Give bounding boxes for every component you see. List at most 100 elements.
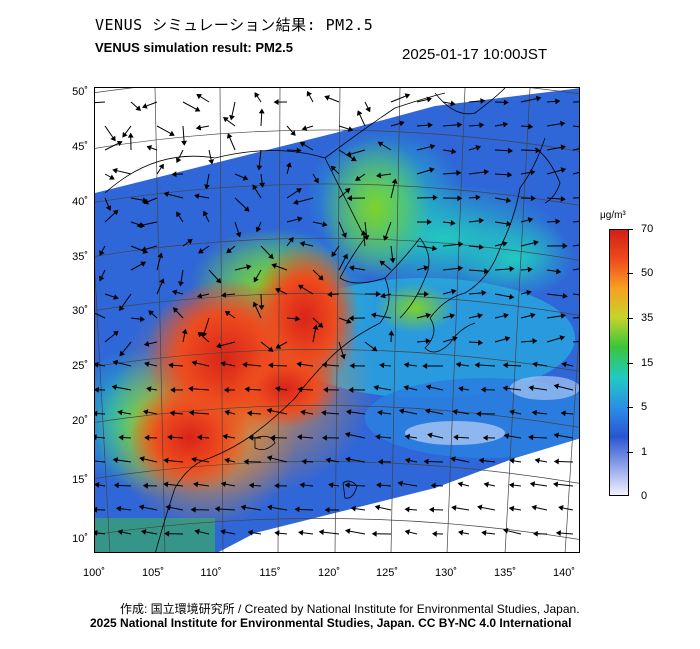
wind-arrow-head <box>297 284 304 291</box>
wind-arrow-head <box>481 289 487 296</box>
wind-arrow-head <box>109 174 115 180</box>
wind-arrow-head <box>194 106 201 112</box>
wind-arrow-head <box>377 141 384 147</box>
wind-arrow-head <box>331 251 337 258</box>
wind-arrow-head <box>142 482 148 489</box>
wind-arrow-head <box>215 342 222 349</box>
wind-arrow-head <box>95 434 97 441</box>
wind-arrow-head <box>558 505 564 511</box>
wind-arrow-head <box>222 433 228 440</box>
wind-arrow-head <box>341 232 347 239</box>
wind-arrow-head <box>221 292 227 298</box>
wind-arrow-head <box>196 292 203 299</box>
wind-arrow-head <box>560 196 566 202</box>
wind-arrow-head <box>346 318 352 324</box>
wind-arrow-head <box>347 195 352 202</box>
wind-arrow-head <box>167 434 173 441</box>
wind-arrow-head <box>317 322 324 328</box>
wind-arrow-head <box>176 157 182 163</box>
wind-arrow-head <box>453 434 459 441</box>
wind-arrow-head <box>246 264 252 270</box>
wind-arrow-head <box>172 307 179 313</box>
wind-arrow-head <box>484 268 490 275</box>
wind-arrow-head <box>242 175 249 181</box>
wind-arrow-head <box>243 458 249 465</box>
wind-arrow-head <box>526 289 532 296</box>
wind-arrow-head <box>110 135 116 142</box>
wind-arrow-head <box>181 328 188 335</box>
wind-arrow-head <box>201 331 208 338</box>
wind-arrow-head <box>267 504 273 511</box>
wind-arrow-head <box>422 363 428 369</box>
wind-arrow-head <box>244 386 250 393</box>
wind-arrow-head <box>427 219 432 225</box>
wind-arrow-head <box>533 240 539 246</box>
license-text: 2025 National Institute for Environmenta… <box>90 616 572 630</box>
wind-arrow-head <box>342 253 348 260</box>
wind-arrow-head <box>529 481 536 488</box>
wind-arrow-head <box>118 434 124 441</box>
wind-arrow-head <box>301 125 308 132</box>
wind-arrow-head <box>377 409 383 416</box>
wind-arrow-head <box>95 530 98 536</box>
wind-arrow-head <box>508 505 515 512</box>
wind-arrow-shaft <box>572 125 579 128</box>
wind-arrow-head <box>376 482 382 489</box>
wind-arrow-head <box>344 431 351 438</box>
wind-arrow-head <box>259 182 266 188</box>
wind-arrow-head <box>258 305 265 311</box>
wind-arrow-head <box>456 170 462 176</box>
wind-arrow-head <box>321 409 327 416</box>
lon-label-130: 130˚ <box>434 567 458 579</box>
wind-arrow-head <box>275 287 281 294</box>
wind-arrow-head <box>296 434 303 441</box>
wind-arrow-head <box>286 162 292 168</box>
wind-arrow-head <box>105 205 112 211</box>
wind-arrow-head <box>193 481 199 488</box>
wind-arrow-head <box>322 221 328 228</box>
wind-arrow-shaft <box>572 293 579 296</box>
wind-arrow-head <box>531 409 537 416</box>
wind-arrow-head <box>389 257 396 264</box>
wind-arrow-head <box>403 361 410 368</box>
wind-arrow-head <box>345 456 351 463</box>
wind-arrow-head <box>479 122 485 129</box>
wind-arrow-head <box>300 409 306 416</box>
colorbar-tick-5 <box>627 407 633 408</box>
lon-label-110: 110˚ <box>200 567 222 579</box>
wind-arrow-head <box>371 530 377 537</box>
wind-arrow-head <box>197 331 204 338</box>
wind-arrow-head <box>383 235 389 241</box>
colorbar-label-50: 50 <box>641 267 654 279</box>
wind-arrow-head <box>376 172 382 179</box>
wind-arrow-head <box>424 408 431 415</box>
wind-arrow-head <box>229 114 235 121</box>
wind-arrow-head <box>457 121 463 128</box>
wind-arrow-head <box>252 301 259 308</box>
wind-arrow-shaft <box>572 220 579 223</box>
wind-arrow-head <box>112 167 118 174</box>
wind-arrow-shaft <box>572 340 579 343</box>
wind-arrow-head <box>140 261 147 267</box>
wind-arrow-head <box>340 353 346 360</box>
wind-arrow-head <box>431 530 437 537</box>
lat-label-35: 35˚ <box>72 251 88 263</box>
wind-arrow-head <box>455 361 462 368</box>
wind-arrow-head <box>560 144 566 151</box>
wind-arrow-head <box>403 384 409 391</box>
wind-arrow-head <box>295 315 301 322</box>
wind-arrow-head <box>451 505 457 511</box>
wind-arrow-head <box>555 98 561 105</box>
wind-arrow-head <box>256 165 263 171</box>
wind-arrow-head <box>127 132 134 138</box>
wind-arrow-head <box>266 455 273 461</box>
wind-arrow-head <box>268 362 274 369</box>
wind-arrow-head <box>559 335 566 341</box>
wind-arrow-head <box>274 386 281 392</box>
wind-arrow-head <box>480 386 486 393</box>
wind-arrow-head <box>398 408 405 415</box>
wind-arrow-head <box>136 222 142 229</box>
wind-arrow-head <box>432 194 438 201</box>
wind-arrow-head <box>451 148 457 155</box>
wind-arrow-head <box>195 124 202 131</box>
